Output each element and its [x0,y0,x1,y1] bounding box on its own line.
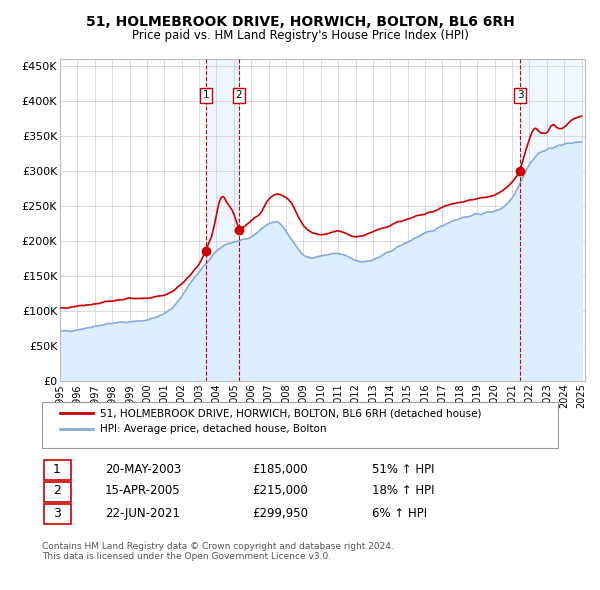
Text: 3: 3 [517,90,523,100]
Text: 1: 1 [202,90,209,100]
Text: 2: 2 [236,90,242,100]
Text: 51, HOLMEBROOK DRIVE, HORWICH, BOLTON, BL6 6RH (detached house): 51, HOLMEBROOK DRIVE, HORWICH, BOLTON, B… [100,408,482,418]
Text: 6% ↑ HPI: 6% ↑ HPI [372,507,427,520]
Text: 51% ↑ HPI: 51% ↑ HPI [372,463,434,476]
Text: 1: 1 [53,463,61,476]
Text: £185,000: £185,000 [252,463,308,476]
Text: 18% ↑ HPI: 18% ↑ HPI [372,484,434,497]
Text: Price paid vs. HM Land Registry's House Price Index (HPI): Price paid vs. HM Land Registry's House … [131,30,469,42]
Text: 22-JUN-2021: 22-JUN-2021 [105,507,180,520]
Text: Contains HM Land Registry data © Crown copyright and database right 2024.
This d: Contains HM Land Registry data © Crown c… [42,542,394,561]
Text: £299,950: £299,950 [252,507,308,520]
Text: 20-MAY-2003: 20-MAY-2003 [105,463,181,476]
Text: HPI: Average price, detached house, Bolton: HPI: Average price, detached house, Bolt… [100,424,326,434]
Bar [206,59,239,381]
Text: 51, HOLMEBROOK DRIVE, HORWICH, BOLTON, BL6 6RH: 51, HOLMEBROOK DRIVE, HORWICH, BOLTON, B… [86,15,514,29]
Text: £215,000: £215,000 [252,484,308,497]
Text: 2: 2 [53,484,61,497]
Text: 15-APR-2005: 15-APR-2005 [105,484,181,497]
Text: 3: 3 [53,507,61,520]
Bar [520,59,581,381]
